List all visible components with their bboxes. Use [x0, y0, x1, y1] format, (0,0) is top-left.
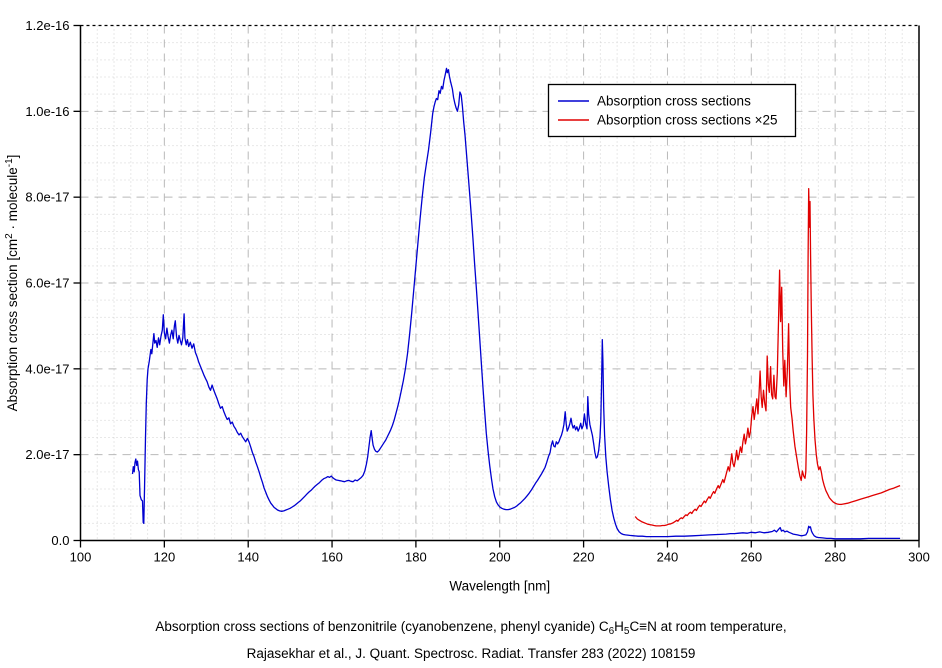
x-axis-title: Wavelength [nm] [449, 579, 550, 594]
y-axis-title: Absorption cross section [cm2 · molecule… [4, 155, 20, 412]
y-tick-label: 0.0 [51, 533, 69, 548]
x-tick-label: 160 [321, 550, 343, 565]
y-axis-title-segment: · molecule [5, 167, 20, 233]
chemical-subscript: 5 [623, 626, 630, 637]
caption-line-2: Rajasekhar et al., J. Quant. Spectrosc. … [246, 646, 696, 661]
y-tick-label: 2.0e-17 [25, 447, 69, 462]
x-tick-label: 200 [489, 550, 511, 565]
figure-caption: Absorption cross sections of benzonitril… [0, 616, 942, 665]
caption-text-segment: C≡N at room temperature, [629, 619, 787, 634]
x-tick-label: 220 [573, 550, 595, 565]
unit-superscript: -1 [4, 158, 15, 167]
x-tick-label: 240 [657, 550, 679, 565]
y-tick-label: 1.2e-16 [25, 18, 69, 33]
legend-box [547, 83, 797, 138]
y-axis-title-segment: Absorption cross section [cm [5, 239, 20, 412]
absorption-spectrum-plot: 100 120 140 160 180 200 220 240 260 280 300 0.0 2.0e… [4, 18, 930, 594]
x-tick-label: 180 [405, 550, 427, 565]
legend-label: Absorption cross sections [597, 94, 751, 109]
x-tick-label: 280 [824, 550, 846, 565]
x-tick-label: 140 [237, 550, 259, 565]
caption-line-1: Absorption cross sections of benzonitril… [0, 616, 942, 643]
y-tick-label: 6.0e-17 [25, 276, 69, 291]
x-tick-label: 300 [908, 550, 930, 565]
x-tick-label: 260 [740, 550, 762, 565]
series-absorption-cross-sections-x25 [634, 187, 901, 527]
x-tick-label: 120 [153, 550, 175, 565]
y-tick-label: 1.0e-16 [25, 104, 69, 119]
y-tick-label: 4.0e-17 [25, 361, 69, 376]
caption-text-segment: Absorption cross sections of benzonitril… [155, 619, 609, 634]
unit-superscript: 2 [4, 233, 15, 239]
legend-label: Absorption cross sections ×25 [597, 113, 777, 128]
series-absorption-cross-sections [131, 67, 901, 540]
x-tick-label: 100 [70, 550, 92, 565]
y-axis-title-segment: ] [5, 155, 20, 159]
caption-text-segment: H [614, 619, 624, 634]
chemical-subscript: 6 [608, 626, 615, 637]
y-tick-label: 8.0e-17 [25, 190, 69, 205]
